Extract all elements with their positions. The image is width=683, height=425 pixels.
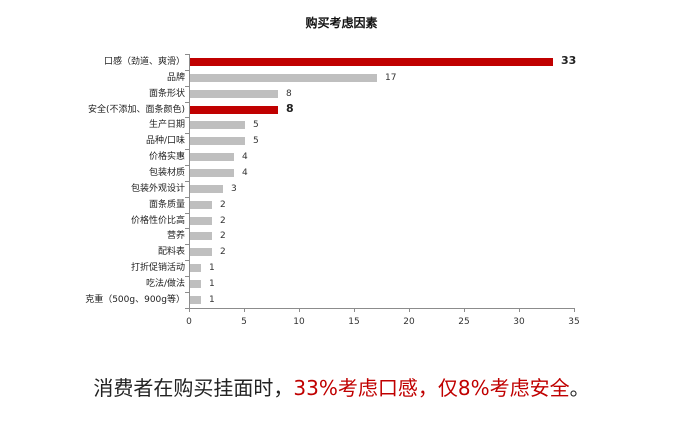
x-tick-label: 20 <box>403 317 415 327</box>
data-label: 2 <box>220 247 226 257</box>
caption-period: 。 <box>569 376 590 400</box>
x-axis-tick <box>464 308 465 312</box>
y-axis-tick <box>185 102 189 103</box>
data-label: 5 <box>253 136 259 146</box>
data-label: 2 <box>220 216 226 226</box>
category-label: 营养 <box>166 231 185 241</box>
bar <box>190 185 223 193</box>
y-axis-tick <box>185 149 189 150</box>
category-label: 包装材质 <box>148 168 185 178</box>
x-tick-label: 5 <box>241 317 247 327</box>
category-label: 价格性价比高 <box>130 216 185 226</box>
bar <box>190 90 278 98</box>
x-axis-tick <box>574 308 575 312</box>
category-label: 吃法/做法 <box>145 279 185 289</box>
category-label: 品牌 <box>166 73 185 83</box>
category-label: 面条形状 <box>148 89 185 99</box>
category-label: 打折促销活动 <box>130 263 185 273</box>
y-axis-tick <box>185 260 189 261</box>
data-label: 33 <box>561 54 577 67</box>
bar <box>190 264 201 272</box>
x-axis-tick <box>189 308 190 312</box>
y-axis-tick <box>185 213 189 214</box>
category-label: 配料表 <box>157 247 185 257</box>
y-axis-tick <box>185 292 189 293</box>
bar <box>190 169 234 177</box>
data-label: 2 <box>220 200 226 210</box>
bar <box>190 121 245 129</box>
data-label: 8 <box>286 89 292 99</box>
x-axis <box>189 308 575 309</box>
y-axis-tick <box>185 228 189 229</box>
y-axis-tick <box>185 133 189 134</box>
bar <box>190 153 234 161</box>
x-tick-label: 35 <box>568 317 580 327</box>
bar <box>190 280 201 288</box>
x-tick-label: 0 <box>186 317 192 327</box>
bar <box>190 201 212 209</box>
category-label: 安全(不添加、面条颜色) <box>87 105 185 115</box>
bar-highlighted <box>190 58 553 66</box>
y-axis-tick <box>185 54 189 55</box>
category-label: 面条质量 <box>148 200 185 210</box>
bar <box>190 137 245 145</box>
bar <box>190 296 201 304</box>
category-label: 品种/口味 <box>145 136 185 146</box>
data-label: 1 <box>209 295 215 305</box>
category-label: 口感（劲道、爽滑） <box>103 57 185 67</box>
x-tick-label: 10 <box>293 317 305 327</box>
category-label: 价格实惠 <box>148 152 185 162</box>
data-label: 4 <box>242 168 248 178</box>
x-tick-label: 30 <box>513 317 525 327</box>
x-axis-tick <box>354 308 355 312</box>
bar <box>190 248 212 256</box>
bar <box>190 217 212 225</box>
x-axis-tick <box>409 308 410 312</box>
x-axis-tick <box>519 308 520 312</box>
y-axis <box>189 54 190 308</box>
y-axis-tick <box>185 197 189 198</box>
bar <box>190 74 377 82</box>
data-label: 1 <box>209 263 215 273</box>
data-label: 2 <box>220 231 226 241</box>
data-label: 4 <box>242 152 248 162</box>
data-label: 17 <box>385 73 397 83</box>
y-axis-tick <box>185 165 189 166</box>
caption-highlight-text: 33%考虑口感，仅8%考虑安全 <box>293 376 570 400</box>
y-axis-tick <box>185 70 189 71</box>
y-axis-tick <box>185 308 189 309</box>
bar-highlighted <box>190 106 278 114</box>
category-label: 克重（500g、900g等） <box>85 295 185 305</box>
x-axis-tick <box>299 308 300 312</box>
y-axis-tick <box>185 276 189 277</box>
chart-title: 购买考虑因素 <box>305 16 378 30</box>
caption: 消费者在购买挂面时，33%考虑口感，仅8%考虑安全。 <box>0 372 683 401</box>
x-tick-label: 15 <box>348 317 360 327</box>
y-axis-tick <box>185 244 189 245</box>
y-axis-tick <box>185 86 189 87</box>
data-label: 3 <box>231 184 237 194</box>
y-axis-tick <box>185 181 189 182</box>
x-tick-label: 25 <box>458 317 470 327</box>
bar <box>190 232 212 240</box>
category-label: 生产日期 <box>148 120 185 130</box>
y-axis-tick <box>185 117 189 118</box>
caption-text: 消费者在购买挂面时， <box>93 376 294 400</box>
data-label: 1 <box>209 279 215 289</box>
data-label: 8 <box>286 102 294 115</box>
category-label: 包装外观设计 <box>130 184 185 194</box>
data-label: 5 <box>253 120 259 130</box>
x-axis-tick <box>244 308 245 312</box>
